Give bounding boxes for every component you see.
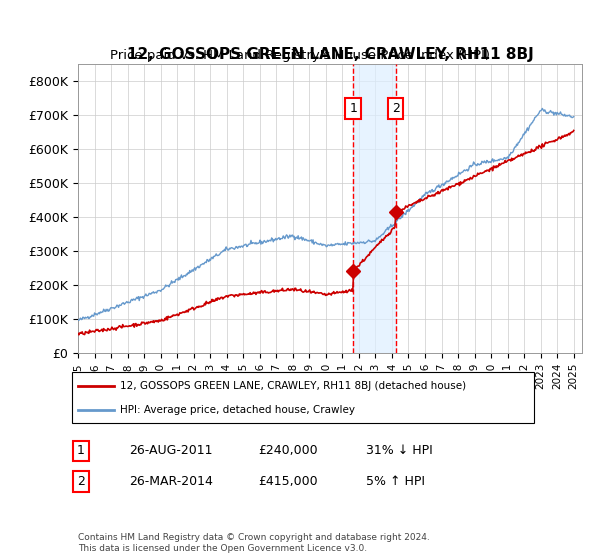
Text: 5% ↑ HPI: 5% ↑ HPI	[366, 475, 425, 488]
Text: 26-MAR-2014: 26-MAR-2014	[129, 475, 213, 488]
Text: 2: 2	[392, 102, 400, 115]
Text: £415,000: £415,000	[258, 475, 317, 488]
Text: 2: 2	[77, 475, 85, 488]
Text: Contains HM Land Registry data © Crown copyright and database right 2024.
This d: Contains HM Land Registry data © Crown c…	[78, 533, 430, 553]
Text: 31% ↓ HPI: 31% ↓ HPI	[366, 444, 433, 458]
Text: £240,000: £240,000	[258, 444, 317, 458]
Text: 1: 1	[349, 102, 357, 115]
Text: HPI: Average price, detached house, Crawley: HPI: Average price, detached house, Craw…	[120, 405, 355, 416]
Text: Price paid vs. HM Land Registry's House Price Index (HPI): Price paid vs. HM Land Registry's House …	[110, 49, 490, 62]
Text: 1: 1	[77, 444, 85, 458]
Text: 26-AUG-2011: 26-AUG-2011	[129, 444, 212, 458]
Text: 12, GOSSOPS GREEN LANE, CRAWLEY, RH11 8BJ (detached house): 12, GOSSOPS GREEN LANE, CRAWLEY, RH11 8B…	[120, 381, 466, 391]
Title: 12, GOSSOPS GREEN LANE, CRAWLEY, RH11 8BJ: 12, GOSSOPS GREEN LANE, CRAWLEY, RH11 8B…	[127, 47, 533, 62]
Bar	[353, 64, 396, 353]
